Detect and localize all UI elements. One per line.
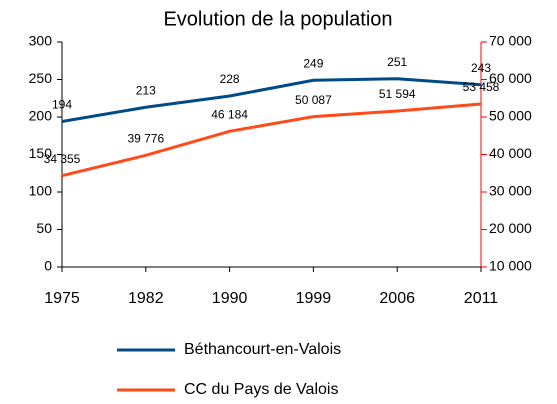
- x-tick-label: 1990: [212, 290, 248, 307]
- y2-tick-label: 40 000: [489, 145, 532, 161]
- data-label: 46 184: [211, 107, 248, 121]
- legend-label: Béthancourt-en-Valois: [184, 341, 341, 358]
- data-label: 194: [52, 98, 72, 112]
- series-line: [61, 102, 482, 178]
- data-label: 53 458: [463, 80, 500, 94]
- y2-tick-label: 10 000: [489, 258, 532, 274]
- y2-tick-label: 60 000: [489, 70, 532, 86]
- x-tick-label: 2011: [464, 290, 499, 307]
- y2-tick-label: 70 000: [489, 33, 532, 49]
- x-tick-label: 1975: [44, 290, 80, 307]
- y2-tick-label: 50 000: [489, 108, 532, 124]
- y-tick-label: 250: [29, 70, 53, 86]
- data-label: 249: [303, 56, 323, 70]
- x-tick-label: 1999: [296, 290, 332, 307]
- y-tick-label: 150: [29, 145, 53, 161]
- data-label: 228: [220, 72, 240, 86]
- y2-tick-label: 30 000: [489, 183, 532, 199]
- y2-tick-label: 20 000: [489, 220, 532, 236]
- x-tick-label: 2006: [379, 290, 415, 307]
- y-tick-label: 100: [29, 183, 53, 199]
- x-tick-label: 1982: [128, 290, 164, 307]
- legend-label: CC du Pays de Valois: [184, 381, 338, 398]
- data-label: 50 087: [295, 93, 332, 107]
- y-tick-label: 200: [29, 108, 53, 124]
- data-label: 34 355: [44, 152, 81, 166]
- data-label: 39 776: [127, 132, 164, 146]
- y-tick-label: 300: [29, 33, 53, 49]
- data-label: 243: [471, 61, 491, 75]
- y-tick-label: 50: [36, 220, 52, 236]
- y-tick-label: 0: [44, 258, 52, 274]
- data-label: 213: [136, 83, 156, 97]
- series-line: [61, 77, 482, 123]
- chart-title: Evolution de la population: [163, 8, 392, 30]
- data-label: 51 594: [379, 87, 416, 101]
- data-label: 251: [387, 55, 407, 69]
